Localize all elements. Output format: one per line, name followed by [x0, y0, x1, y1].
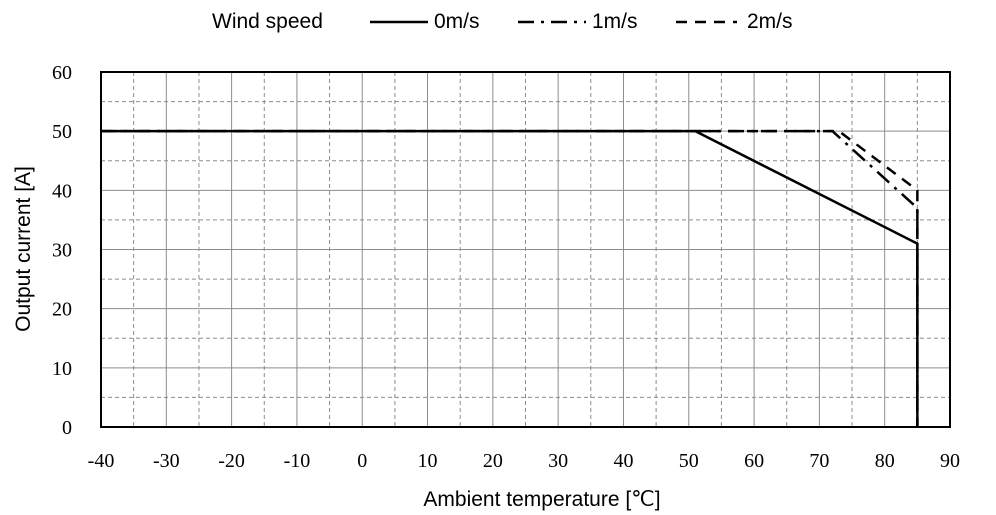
y-tick-label: 30	[52, 240, 72, 262]
plot-frame	[100, 71, 951, 428]
x-tick-labels: -40 -30 -20 -10 0 10 20 30 40 50 60 70 80 90	[88, 450, 960, 472]
legend-label-0ms: 0m/s	[434, 10, 480, 33]
x-tick-label: -10	[284, 450, 311, 472]
x-tick-label: 60	[744, 450, 764, 472]
y-tick-label: 40	[52, 180, 72, 202]
x-tick-label: 50	[679, 450, 699, 472]
legend-title: Wind speed	[212, 10, 323, 33]
x-tick-label: -20	[218, 450, 245, 472]
x-tick-label: 20	[483, 450, 503, 472]
x-tick-label: 0	[357, 450, 367, 472]
y-tick-labels: 0 10 20 30 40 50 60	[52, 62, 72, 439]
series-layer	[101, 129, 919, 427]
y-tick-label: 50	[52, 121, 72, 143]
x-tick-label: -30	[153, 450, 180, 472]
x-tick-label: 30	[548, 450, 568, 472]
y-tick-label: 10	[52, 358, 72, 380]
y-axis-title: Output current [A]	[12, 166, 35, 332]
x-tick-label: -40	[88, 450, 115, 472]
x-tick-label: 10	[418, 450, 438, 472]
x-tick-label: 70	[809, 450, 829, 472]
x-tick-label: 80	[875, 450, 895, 472]
y-tick-label: 20	[52, 299, 72, 321]
y-tick-label: 60	[52, 62, 72, 84]
legend-label-1ms: 1m/s	[592, 10, 638, 33]
x-tick-label: 40	[613, 450, 633, 472]
y-tick-label: 0	[62, 417, 72, 439]
x-axis-title: Ambient temperature [℃]	[423, 488, 660, 511]
x-tick-label: 90	[940, 450, 960, 472]
series-line-0ms	[101, 129, 919, 427]
legend: Wind speed 0m/s 1m/s 2m/s	[212, 10, 793, 33]
legend-label-2ms: 2m/s	[747, 10, 793, 33]
grid-layer	[101, 72, 950, 427]
